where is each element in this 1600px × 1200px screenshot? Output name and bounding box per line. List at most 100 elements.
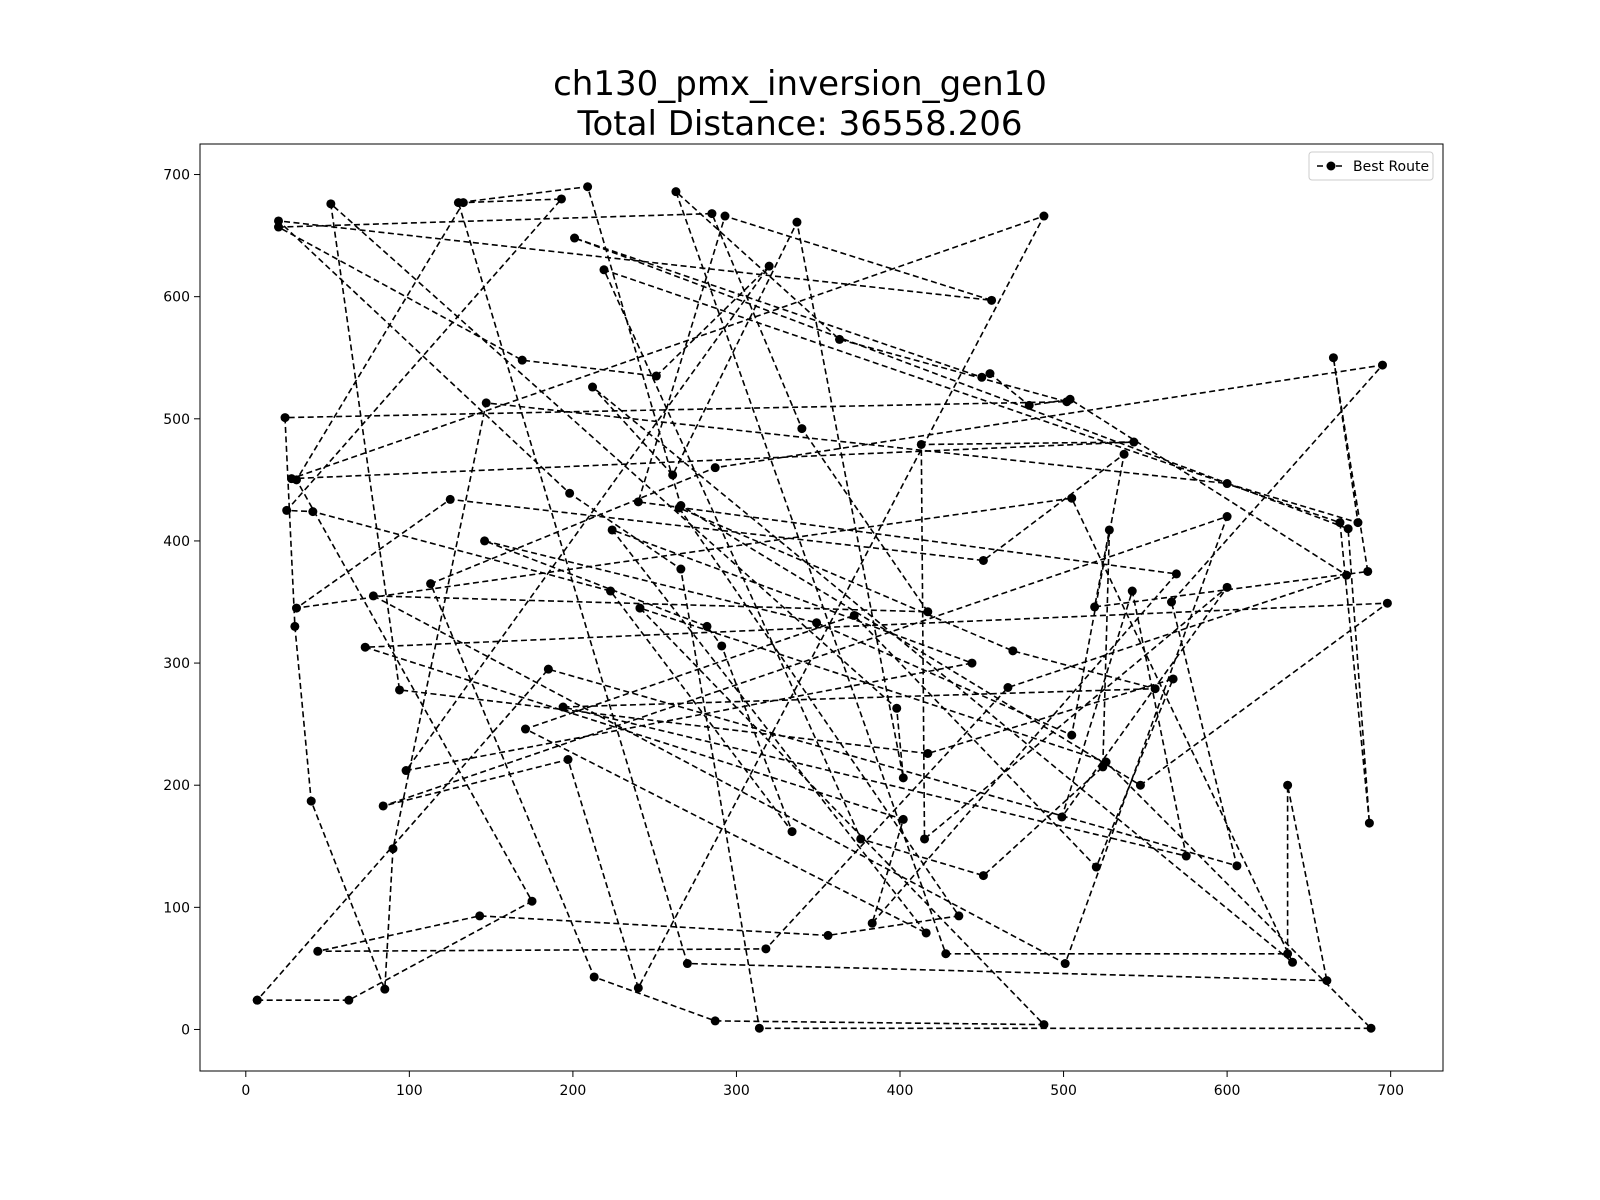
route-point-27 xyxy=(395,685,405,695)
route-point-79 xyxy=(856,834,866,844)
route-point-129 xyxy=(543,664,553,674)
y-tick-label-7: 700 xyxy=(163,168,190,184)
route-point-102 xyxy=(453,198,463,208)
route-point-69 xyxy=(1342,570,1352,580)
route-point-112 xyxy=(720,211,730,221)
route-point-98 xyxy=(1283,949,1293,959)
route-point-65 xyxy=(475,911,485,921)
route-point-47 xyxy=(378,801,388,811)
route-point-64 xyxy=(823,930,833,940)
route-point-105 xyxy=(1135,780,1145,790)
y-tick-label-6: 600 xyxy=(163,290,190,306)
route-point-114 xyxy=(274,216,284,226)
route-point-5 xyxy=(556,194,566,204)
route-point-119 xyxy=(1101,757,1111,767)
route-point-13 xyxy=(812,618,822,628)
route-point-116 xyxy=(676,564,686,574)
x-tick-label-0: 0 xyxy=(241,1083,250,1099)
route-point-36 xyxy=(401,766,411,776)
route-point-103 xyxy=(583,182,593,192)
y-tick-label-4: 400 xyxy=(163,534,190,550)
route-point-23 xyxy=(792,217,802,227)
route-point-82 xyxy=(1104,525,1114,535)
route-point-109 xyxy=(867,918,877,928)
route-point-30 xyxy=(1091,862,1101,872)
route-point-72 xyxy=(985,369,995,379)
route-point-120 xyxy=(635,603,645,613)
route-point-54 xyxy=(920,834,930,844)
route-point-7 xyxy=(308,507,318,517)
axes: 0 100 200 300 400 500 600 700 0 100 200 300 400 500 60… xyxy=(163,143,1444,1099)
route-point-45 xyxy=(1060,959,1070,969)
route-point-80 xyxy=(978,871,988,881)
route-point-76 xyxy=(1364,818,1374,828)
route-point-122 xyxy=(710,1016,720,1026)
route-point-19 xyxy=(1067,493,1077,503)
route-point-15 xyxy=(1119,449,1129,459)
x-tick-label-3: 300 xyxy=(723,1083,750,1099)
route-point-75 xyxy=(1343,524,1353,534)
route-point-99 xyxy=(1283,780,1293,790)
x-tick-label-1: 100 xyxy=(396,1083,423,1099)
route-point-55 xyxy=(1222,582,1232,592)
route-point-10 xyxy=(717,641,727,651)
route-point-18 xyxy=(291,603,301,613)
route-point-51 xyxy=(287,474,297,484)
legend-label: Best Route xyxy=(1353,159,1429,175)
route-point-37 xyxy=(764,261,774,271)
route-point-74 xyxy=(570,233,580,243)
plot-frame xyxy=(199,143,1444,1072)
route-point-11 xyxy=(702,621,712,631)
route-point-28 xyxy=(923,748,933,758)
x-tick-label-6: 600 xyxy=(1214,1083,1241,1099)
route-point-107 xyxy=(360,642,370,652)
y-tick-label-0: 0 xyxy=(181,1022,190,1038)
route-point-78 xyxy=(599,265,609,275)
route-point-127 xyxy=(1167,597,1177,607)
route-point-121 xyxy=(1039,1020,1049,1030)
y-tick-label-3: 300 xyxy=(163,656,190,672)
legend-marker xyxy=(1326,161,1336,171)
route-point-63 xyxy=(954,911,964,921)
y-tick-label-2: 200 xyxy=(163,778,190,794)
route-point-95 xyxy=(834,334,844,344)
route-point-32 xyxy=(520,724,530,734)
route-point-33 xyxy=(921,928,931,938)
route-point-100 xyxy=(1322,976,1332,986)
route-point-38 xyxy=(651,371,661,381)
route-point-8 xyxy=(606,586,616,596)
route-point-88 xyxy=(481,398,491,408)
route-point-118 xyxy=(1366,1023,1376,1033)
route-point-108 xyxy=(898,814,908,824)
route-point-90 xyxy=(380,984,390,994)
route-point-49 xyxy=(633,983,643,993)
route-point-39 xyxy=(517,355,527,365)
route-point-16 xyxy=(978,555,988,565)
route-point-12 xyxy=(480,536,490,546)
y-tick-label-1: 100 xyxy=(163,900,190,916)
route-point-111 xyxy=(633,497,643,507)
route-point-68 xyxy=(1003,682,1013,692)
chart-subtitle: Total Distance: 36558.206 xyxy=(577,104,1023,144)
route-point-128 xyxy=(1232,861,1242,871)
route-point-24 xyxy=(898,773,908,783)
route-point-53 xyxy=(916,439,926,449)
route-point-126 xyxy=(1377,360,1387,370)
legend-box xyxy=(1308,151,1434,181)
route-point-21 xyxy=(588,382,598,392)
route-point-31 xyxy=(849,610,859,620)
route-point-86 xyxy=(1353,518,1363,528)
route-point-97 xyxy=(941,949,951,959)
route-point-35 xyxy=(967,658,977,668)
route-point-113 xyxy=(987,295,997,305)
route-point-92 xyxy=(290,621,300,631)
x-tick-label-7: 700 xyxy=(1377,1083,1404,1099)
route-point-96 xyxy=(671,187,681,197)
route-point-34 xyxy=(607,525,617,535)
route-point-91 xyxy=(306,796,316,806)
route-point-14 xyxy=(1067,730,1077,740)
route-point-57 xyxy=(1127,586,1137,596)
route-point-42 xyxy=(797,424,807,434)
